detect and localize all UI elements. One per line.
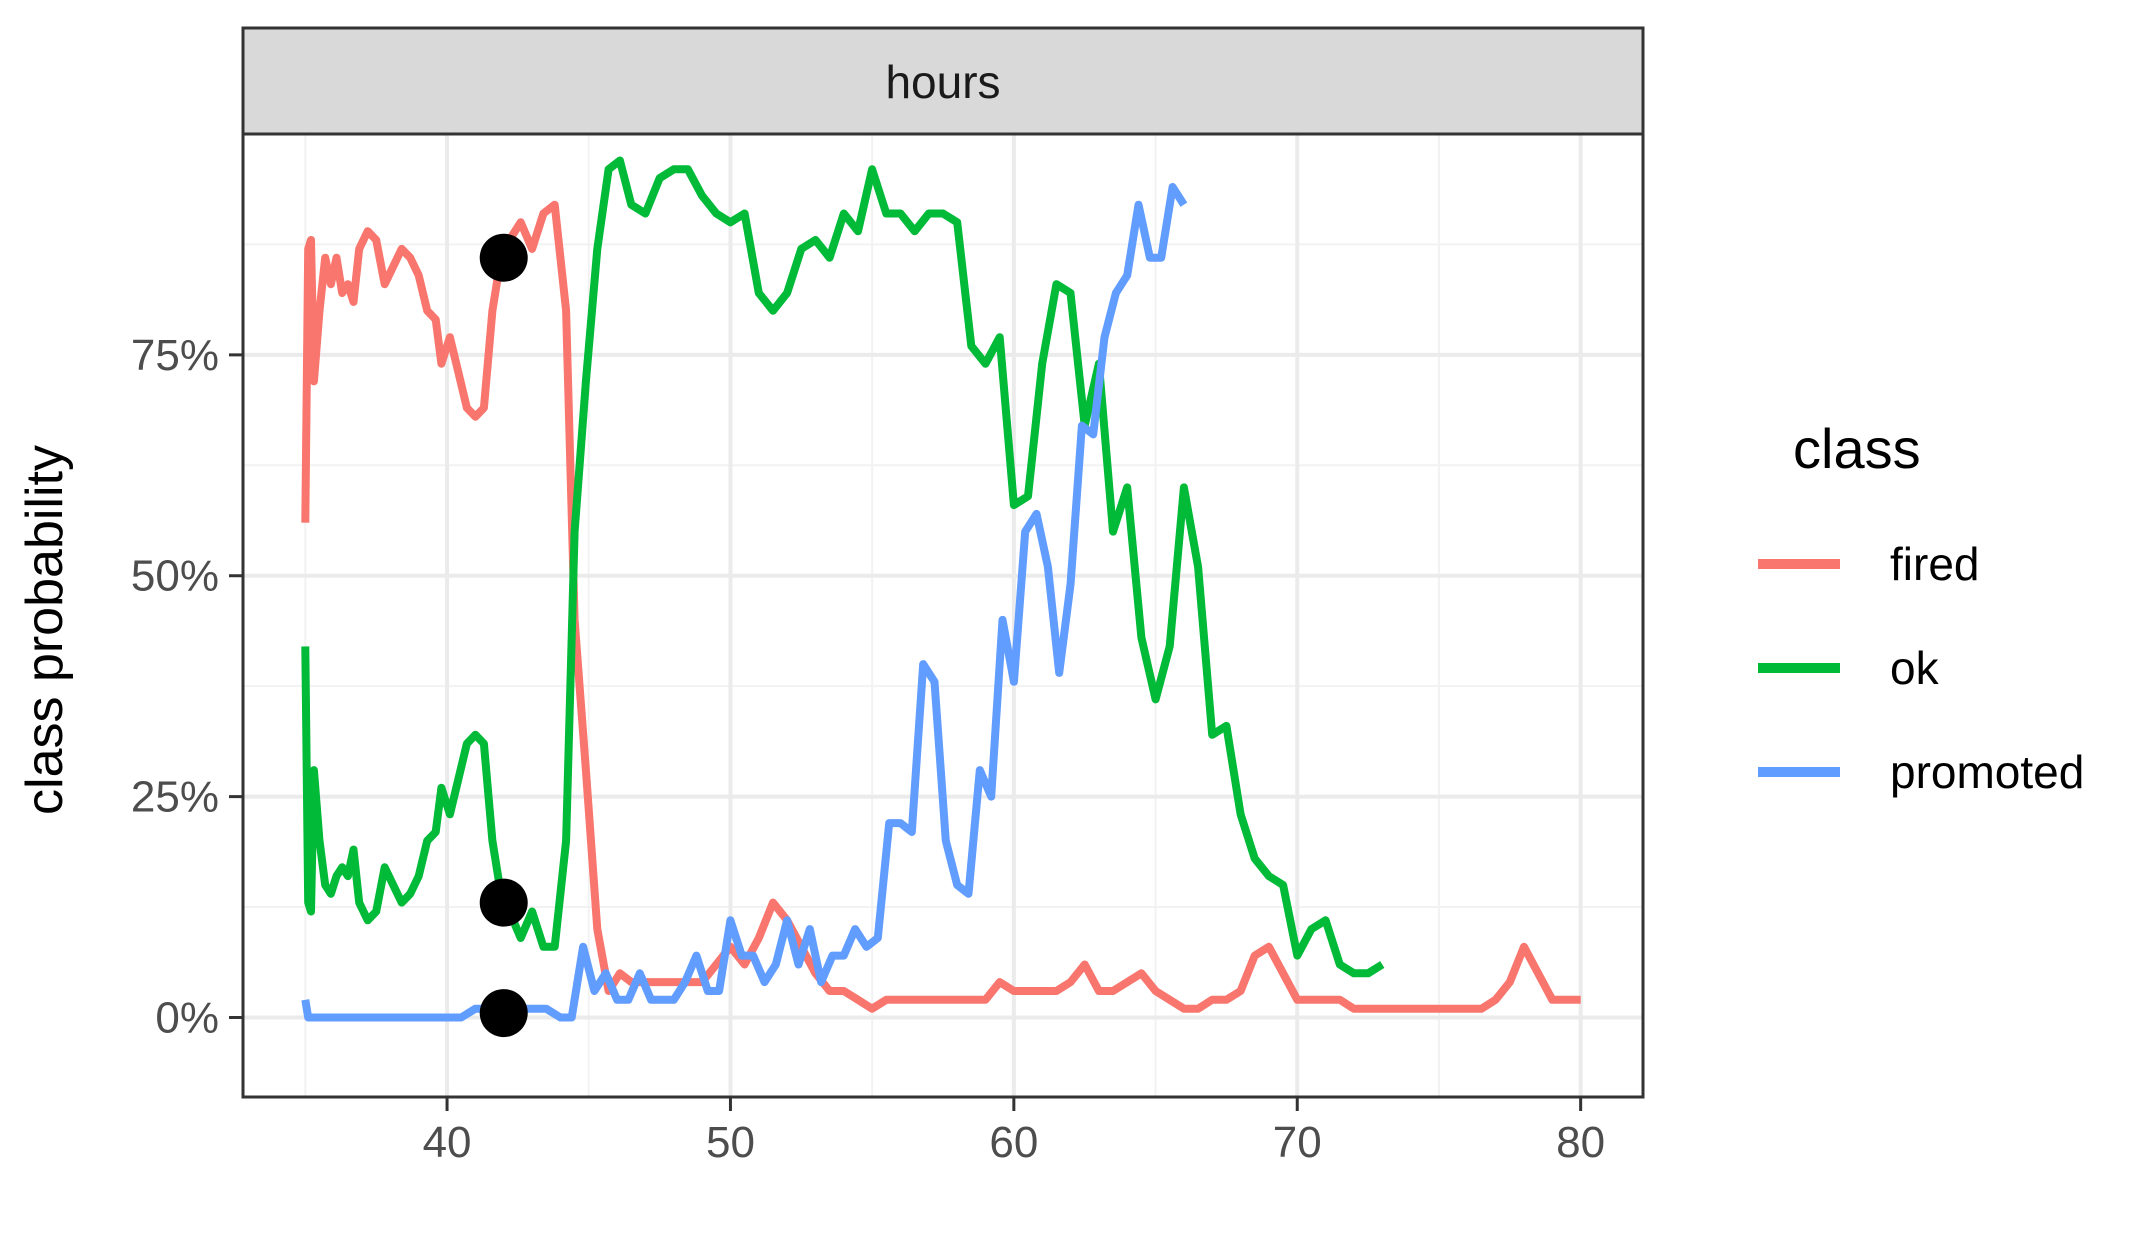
highlight-point-promoted xyxy=(479,989,528,1038)
highlight-point-fired xyxy=(479,233,528,282)
grid-minor xyxy=(243,134,1643,1097)
series-line-ok xyxy=(301,156,1385,978)
y-tick-label: 0% xyxy=(155,993,219,1042)
y-tick-label: 25% xyxy=(131,773,219,822)
x-tick-label: 80 xyxy=(1556,1118,1605,1167)
series-layer xyxy=(301,156,1581,1022)
series-line-promoted xyxy=(301,183,1188,1022)
y-tick-label: 75% xyxy=(131,331,219,380)
y-tick-label: 50% xyxy=(131,552,219,601)
y-axis-title: class probability xyxy=(16,445,74,815)
highlight-point-ok xyxy=(479,878,528,927)
x-tick-label: 50 xyxy=(706,1118,755,1167)
x-tick-label: 70 xyxy=(1273,1118,1322,1167)
legend: class fired ok promoted xyxy=(1758,417,2084,798)
marker-layer xyxy=(479,233,528,1038)
legend-label-ok: ok xyxy=(1890,642,1940,694)
x-tick-label: 60 xyxy=(989,1118,1038,1167)
facet-strip xyxy=(241,26,1645,136)
legend-title: class xyxy=(1793,417,1921,480)
legend-items: fired ok promoted xyxy=(1758,538,2084,798)
x-tick-label: 40 xyxy=(423,1118,472,1167)
legend-label-fired: fired xyxy=(1890,538,1979,590)
y-axis: 0% 25% 50% 75% xyxy=(131,331,243,1042)
facet-strip-label: hours xyxy=(885,56,1000,108)
legend-label-promoted: promoted xyxy=(1890,746,2084,798)
panel-background xyxy=(243,134,1643,1097)
x-axis: 40 50 60 70 80 xyxy=(423,1097,1605,1167)
